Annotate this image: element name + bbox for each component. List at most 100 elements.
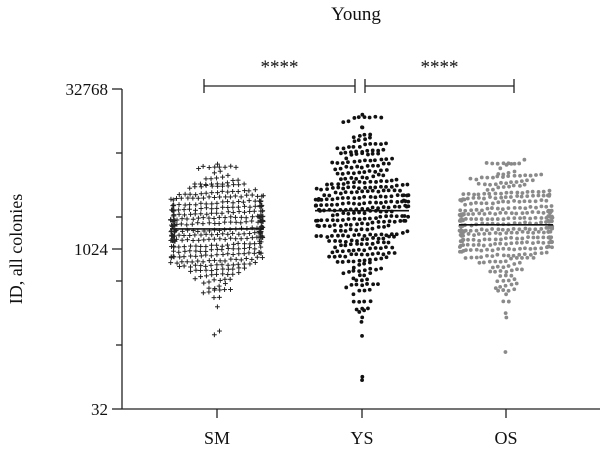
data-point-ys: [313, 197, 318, 202]
data-point-ys: [330, 213, 335, 218]
data-point-ys: [359, 252, 364, 257]
data-point-ys: [325, 182, 329, 187]
data-point-os: [504, 269, 509, 274]
data-point-os: [465, 242, 470, 247]
data-point-sm: [198, 253, 204, 259]
data-point-ys: [368, 266, 373, 271]
data-point-os: [504, 231, 509, 235]
data-point-sm: [201, 280, 207, 286]
data-point-sm: [176, 207, 182, 213]
data-point-os: [539, 172, 544, 177]
data-point-os: [541, 240, 546, 245]
data-point-sm: [225, 183, 231, 189]
data-point-ys: [346, 185, 351, 190]
data-point-ys: [398, 219, 403, 223]
data-point-sm: [176, 232, 182, 238]
data-point-sm: [257, 238, 262, 244]
data-point-ys: [371, 163, 375, 168]
data-point-ys: [333, 167, 338, 172]
data-point-ys: [379, 115, 384, 120]
data-point-os: [518, 246, 522, 251]
data-point-ys: [368, 232, 373, 237]
data-point-ys: [383, 194, 388, 199]
data-point-sm: [236, 204, 241, 210]
data-point-sm: [198, 244, 204, 249]
data-point-ys: [368, 257, 372, 262]
data-point-ys: [390, 156, 394, 161]
data-point-ys: [335, 171, 340, 176]
data-point-os: [512, 287, 517, 292]
data-point-sm: [225, 172, 231, 178]
data-point-ys: [341, 120, 346, 125]
data-point-ys: [370, 188, 375, 193]
data-point-sm: [228, 235, 233, 241]
data-point-os: [484, 228, 489, 233]
data-point-ys: [376, 236, 381, 241]
data-point-os: [546, 229, 551, 234]
data-point-sm: [228, 163, 234, 169]
data-point-sm: [187, 206, 192, 212]
data-point-os: [512, 205, 517, 210]
data-point-ys: [343, 254, 348, 259]
data-point-os: [495, 279, 500, 284]
data-point-ys: [349, 165, 354, 170]
data-point-os: [509, 161, 514, 166]
data-point-ys: [360, 333, 364, 338]
data-point-sm: [195, 258, 201, 264]
data-point-os: [536, 240, 541, 245]
data-point-os: [517, 161, 522, 166]
data-point-os: [509, 282, 514, 287]
significance-label: ****: [261, 57, 299, 78]
data-point-os: [498, 211, 503, 215]
data-point-os: [499, 180, 503, 185]
data-point-sm: [174, 196, 179, 201]
data-point-sm: [182, 191, 188, 197]
data-point-ys: [327, 254, 332, 259]
data-point-os: [498, 166, 503, 171]
data-point-sm: [174, 217, 180, 223]
data-point-os: [471, 195, 476, 200]
data-point-sm: [192, 184, 198, 190]
data-point-ys: [346, 180, 350, 185]
data-point-ys: [365, 189, 370, 194]
data-point-os: [539, 227, 544, 231]
data-point-ys: [330, 234, 334, 238]
data-point-ys: [356, 232, 361, 237]
data-point-ys: [338, 254, 342, 259]
data-point-ys: [352, 159, 357, 164]
data-point-ys: [359, 227, 364, 232]
y-tick-label: 32768: [66, 80, 109, 99]
data-point-os: [511, 253, 516, 258]
data-point-ys: [384, 157, 389, 162]
data-point-sm: [215, 304, 220, 310]
data-point-os: [512, 198, 516, 203]
data-point-sm: [251, 208, 257, 214]
data-point-ys: [330, 218, 335, 222]
data-point-ys: [355, 164, 360, 169]
data-point-ys: [389, 178, 394, 183]
data-point-os: [528, 216, 533, 221]
data-point-ys: [402, 218, 406, 223]
data-point-ys: [370, 148, 375, 153]
data-point-sm: [190, 216, 196, 222]
data-point-os: [509, 195, 513, 199]
data-point-os: [527, 227, 532, 232]
data-point-ys: [395, 200, 400, 204]
data-point-os: [501, 246, 506, 251]
data-point-os: [496, 200, 501, 205]
data-point-os: [525, 255, 530, 260]
data-point-os: [460, 232, 465, 237]
data-point-os: [506, 206, 511, 211]
data-point-ys: [347, 269, 351, 274]
data-point-ys: [387, 219, 392, 224]
significance-bracket: [203, 79, 356, 93]
data-point-os: [457, 228, 462, 233]
data-point-ys: [329, 203, 334, 207]
data-point-os: [518, 216, 522, 221]
data-point-sm: [179, 216, 185, 222]
data-point-sm: [192, 232, 198, 238]
data-point-ys: [384, 255, 389, 260]
data-point-ys: [338, 166, 343, 171]
data-point-sm: [238, 220, 244, 226]
data-point-ys: [373, 114, 378, 119]
